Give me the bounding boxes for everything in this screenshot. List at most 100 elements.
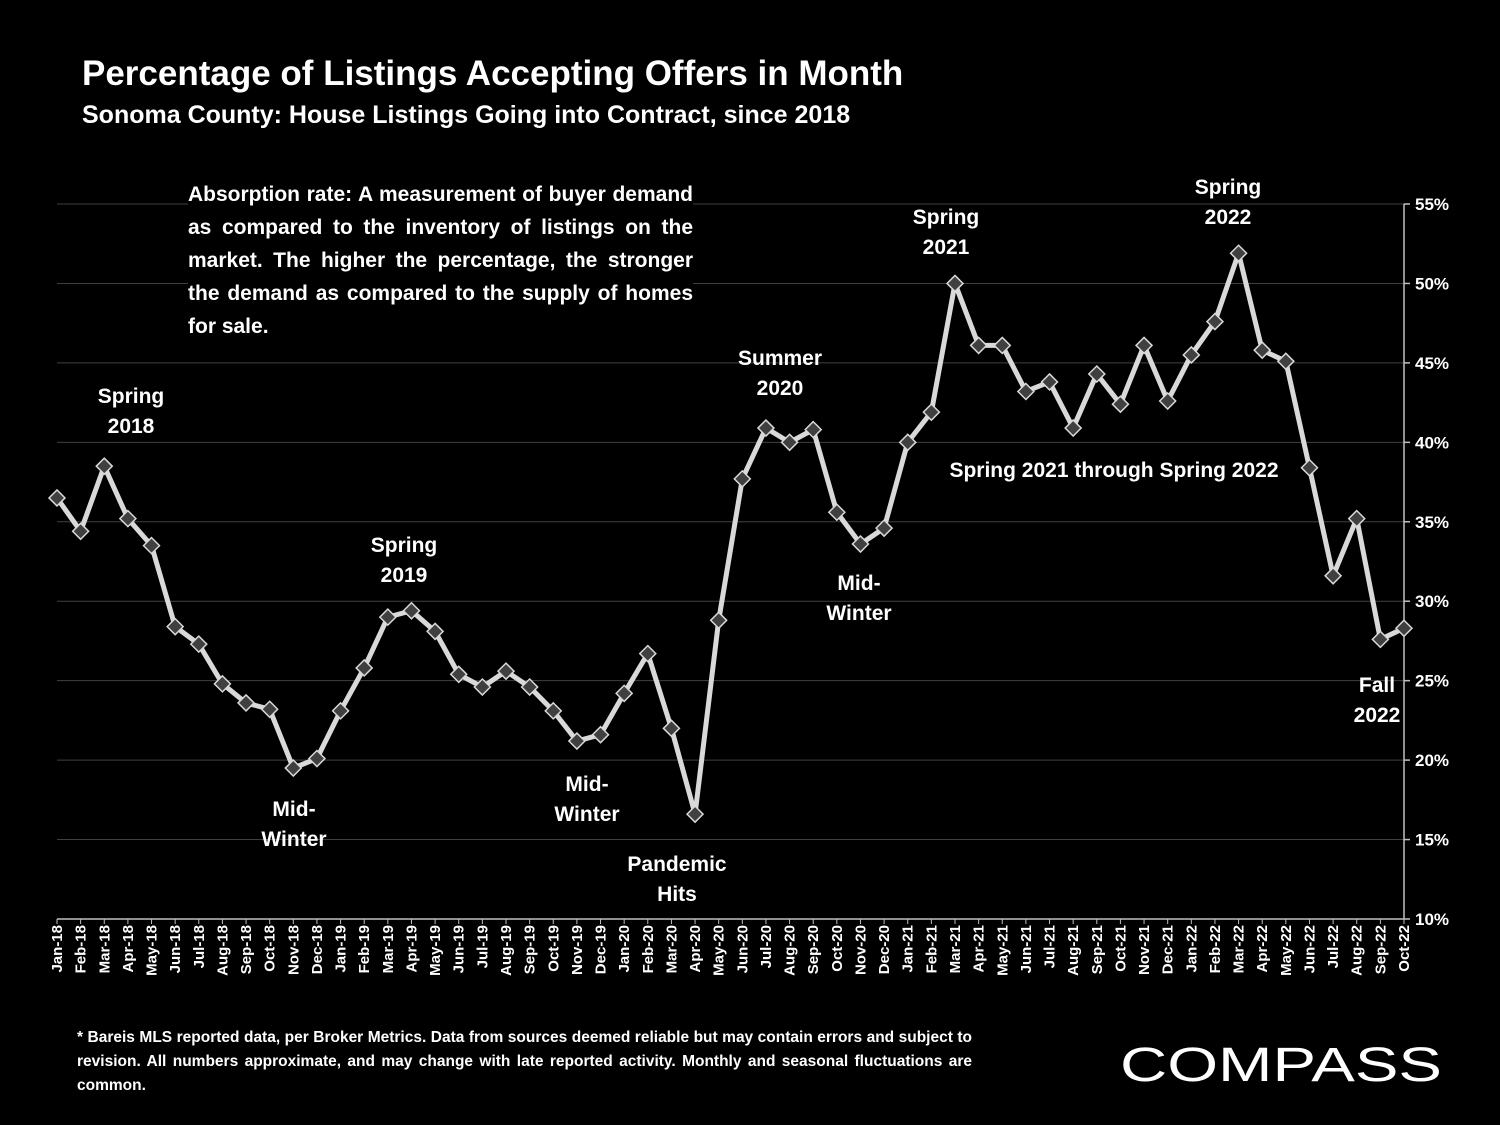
x-tick-label: Jun-21 <box>1018 925 1035 973</box>
x-tick-label: Sep-18 <box>238 925 255 974</box>
x-tick-label: Apr-19 <box>403 925 420 973</box>
data-point <box>827 503 846 522</box>
data-point <box>1300 458 1319 477</box>
series-line <box>54 250 1407 817</box>
data-point <box>213 674 232 693</box>
x-tick-label: Mar-22 <box>1231 925 1248 973</box>
x-tick-label: Apr-22 <box>1254 925 1271 973</box>
data-point <box>402 601 421 620</box>
data-point <box>851 534 870 554</box>
x-tick-label: Aug-20 <box>782 925 799 976</box>
data-point <box>945 274 965 293</box>
data-point <box>95 457 114 476</box>
compass-logo-text: COMPASS <box>1120 1039 1442 1092</box>
x-tick-label: Nov-21 <box>1136 925 1153 975</box>
x-tick-label: May-19 <box>427 925 444 976</box>
data-point <box>307 749 327 768</box>
x-tick-label: Apr-20 <box>687 925 704 973</box>
data-points <box>47 244 1414 824</box>
annotations: Spring 2018 Mid-Winter Spring 2019 Mid-Winter… <box>98 176 1401 906</box>
data-point <box>875 519 894 538</box>
x-tick-label: Oct-21 <box>1112 925 1129 972</box>
x-tick-label: May-22 <box>1278 925 1295 976</box>
x-tick-label: Feb-20 <box>640 925 657 973</box>
x-tick-label: Mar-19 <box>380 925 397 973</box>
data-point <box>780 433 799 452</box>
data-point <box>236 693 256 712</box>
data-point <box>1111 395 1130 414</box>
x-tick-label: Aug-18 <box>214 925 231 976</box>
data-point <box>355 658 374 678</box>
data-point <box>567 731 586 751</box>
y-tick-label: 25% <box>1415 672 1449 691</box>
x-tick-label: Oct-19 <box>545 925 562 972</box>
annotation-spring-2021-2022: Spring 2021 through Spring 2022 <box>949 459 1278 482</box>
absorption-rate-definition: Absorption rate: A measurement of buyer … <box>188 178 693 343</box>
footnote: * Bareis MLS reported data, per Broker M… <box>77 1029 972 1094</box>
data-point <box>1064 418 1083 438</box>
x-tick-label: Oct-20 <box>829 925 846 972</box>
x-tick-label: Jan-20 <box>616 925 633 973</box>
y-tick-label: 50% <box>1415 274 1449 293</box>
x-tick-label: Oct-22 <box>1396 925 1413 972</box>
data-point <box>591 725 610 744</box>
x-tick-label: Oct-18 <box>262 925 279 972</box>
data-point <box>71 522 90 541</box>
y-axis: 10% 15% 20% 25% 30% 35% 40% 45% 50% 55% <box>1404 195 1449 929</box>
x-tick-label: Feb-18 <box>73 925 90 973</box>
data-point <box>1276 352 1295 371</box>
data-point <box>1087 364 1106 384</box>
annotation-mid-winter-2020: Mid-Winter <box>826 572 891 625</box>
compass-logo: COMPASS <box>1120 1039 1442 1092</box>
data-point <box>638 644 657 663</box>
x-tick-label: Jan-22 <box>1183 925 1200 973</box>
data-point <box>615 684 634 703</box>
x-tick-label: Jan-21 <box>900 925 917 973</box>
data-point <box>709 611 728 630</box>
data-point <box>1229 244 1248 263</box>
data-point <box>1158 391 1177 411</box>
data-point <box>166 617 185 636</box>
x-tick-label: May-21 <box>994 925 1011 976</box>
data-point <box>1182 345 1201 365</box>
data-point <box>756 418 776 438</box>
data-point <box>426 622 445 641</box>
annotation-fall-2022: Fall 2022 <box>1354 674 1401 727</box>
data-point <box>47 488 67 508</box>
data-point <box>662 719 681 738</box>
annotation-spring-2021: Spring 2021 <box>913 206 980 259</box>
x-tick-label: Jul-18 <box>191 925 208 968</box>
annotation-mid-winter-2018: Mid-Winter <box>261 798 326 851</box>
x-tick-label: Dec-18 <box>309 925 326 974</box>
data-point <box>142 536 161 555</box>
x-tick-label: Sep-22 <box>1372 925 1389 974</box>
annotation-spring-2019: Spring 2019 <box>371 534 438 587</box>
annotation-pandemic-hits: Pandemic Hits <box>627 853 727 906</box>
y-tick-label: 35% <box>1415 513 1449 532</box>
data-point <box>284 758 303 778</box>
x-tick-label: Aug-19 <box>498 925 515 976</box>
x-tick-label: Feb-22 <box>1207 925 1224 973</box>
data-point <box>1040 372 1059 392</box>
x-tick-label: Dec-20 <box>876 925 893 974</box>
x-tick-label: Nov-18 <box>285 925 302 975</box>
y-tick-label: 20% <box>1415 751 1449 770</box>
x-tick-label: Mar-20 <box>663 925 680 973</box>
x-tick-label: Jun-18 <box>167 925 184 973</box>
data-point <box>1253 341 1272 360</box>
data-point <box>520 677 539 697</box>
x-tick-label: May-18 <box>144 925 161 976</box>
x-tick-label: Jun-20 <box>734 925 751 973</box>
data-point <box>378 608 397 627</box>
data-point <box>544 701 563 720</box>
data-point <box>473 677 492 697</box>
x-tick-label: Sep-21 <box>1089 925 1106 974</box>
x-tick-label: Apr-18 <box>120 925 137 973</box>
data-point <box>331 701 350 720</box>
x-tick-label: Jul-19 <box>474 925 491 968</box>
x-tick-label: Jul-21 <box>1042 925 1059 968</box>
x-tick-label: Dec-21 <box>1160 925 1177 974</box>
annotation-spring-2022: Spring 2022 <box>1195 176 1262 229</box>
x-tick-label: Mar-18 <box>96 925 113 973</box>
